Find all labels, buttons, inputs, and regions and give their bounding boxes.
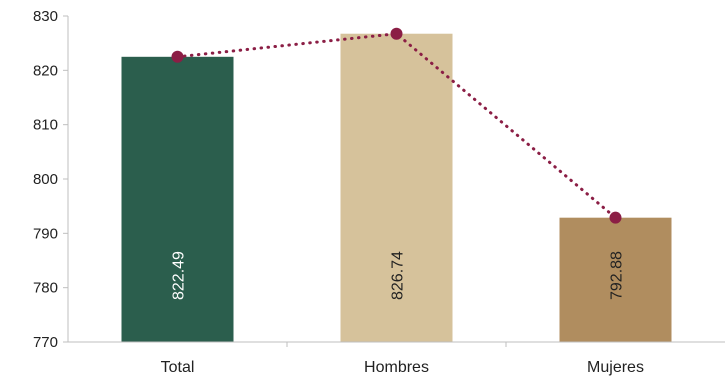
bar-hombres [340, 33, 453, 342]
category-label-hombres: Hombres [364, 359, 429, 376]
bar-total [121, 56, 234, 343]
data-label-total: 822.49 [171, 251, 188, 300]
bar-mujeres [559, 217, 672, 342]
y-axis: 770 780 790 800 810 820 830 [33, 8, 69, 351]
y-tick-label: 810 [33, 117, 58, 134]
line-overlay [171, 27, 622, 224]
data-label-hombres: 826.74 [390, 251, 407, 300]
y-tick-label: 820 [33, 62, 58, 79]
y-tick-label: 770 [33, 334, 58, 351]
data-label-mujeres: 792.88 [609, 251, 626, 300]
y-tick-label: 800 [33, 171, 58, 188]
line-point-total [171, 50, 184, 63]
y-tick-label: 830 [33, 8, 58, 25]
bars: 822.49 826.74 792.88 [121, 33, 672, 343]
x-axis: Total Hombres Mujeres [68, 341, 725, 376]
category-label-total: Total [161, 359, 195, 376]
y-tick-label: 780 [33, 280, 58, 297]
category-label-mujeres: Mujeres [587, 359, 644, 376]
line-point-mujeres [609, 211, 622, 224]
line-point-hombres [390, 27, 403, 40]
y-tick-label: 790 [33, 225, 58, 242]
